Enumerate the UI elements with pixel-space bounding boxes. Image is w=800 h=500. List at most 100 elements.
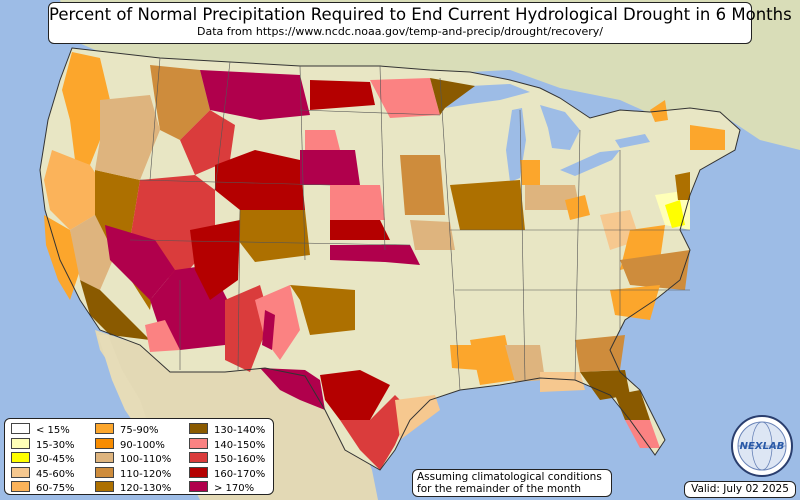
logo-text: NEXLAB (740, 441, 785, 452)
region-minnesota (370, 78, 440, 118)
legend-label: 140-150% (214, 439, 266, 451)
region-alabama (505, 345, 545, 382)
region-oregon-coast (44, 150, 100, 230)
legend: < 15% 15-30% 30-45% 45-60% 60-75% 75-90% 90-10… (4, 418, 274, 495)
legend-item: < 15% (11, 423, 70, 436)
region-new-mexico-west (190, 220, 240, 300)
us-border (39, 47, 741, 471)
legend-item: 160-170% (189, 466, 266, 480)
legend-swatch (95, 481, 114, 492)
legend-item: 120-130% (95, 481, 171, 494)
legend-swatch (11, 437, 30, 449)
region-michigan-lower (520, 160, 540, 185)
region-texas-panhandle (290, 285, 355, 335)
legend-label: > 170% (214, 483, 255, 494)
region-california-central (70, 215, 115, 290)
region-texas-south (340, 395, 410, 470)
region-south-carolina (610, 285, 660, 320)
region-mississippi (470, 335, 515, 385)
region-gulf-coast (540, 372, 585, 392)
legend-label: 160-170% (214, 468, 266, 480)
legend-item: 75-90% (95, 423, 159, 436)
title-box: Percent of Normal Precipitation Required… (48, 2, 792, 44)
region-arizona-south (145, 320, 180, 352)
legend-label: 130-140% (214, 425, 266, 436)
lake-superior (430, 84, 530, 108)
region-north-carolina (620, 250, 690, 290)
region-new-jersey (675, 172, 690, 200)
region-oklahoma (330, 245, 420, 265)
legend-label: 90-100% (120, 439, 165, 451)
region-pacific-nw-coast (62, 52, 110, 165)
legend-label: 15-30% (36, 439, 75, 451)
region-ohio (565, 195, 590, 220)
legend-label: 45-60% (36, 468, 75, 480)
region-florida-north (580, 370, 630, 400)
region-iowa (400, 155, 445, 215)
legend-item: 150-160% (189, 452, 265, 465)
region-south-dakota-west (305, 130, 340, 150)
legend-label: 60-75% (36, 483, 75, 494)
legend-swatch (95, 437, 114, 449)
legend-swatch (189, 481, 208, 492)
lake-huron (540, 105, 580, 150)
region-wyoming-south (215, 150, 305, 210)
region-delmarva (665, 200, 685, 228)
region-illinois-indiana (450, 180, 525, 230)
region-nebraska (300, 150, 360, 185)
legend-swatch (189, 466, 208, 478)
legend-item: 60-75% (11, 481, 75, 494)
region-new-england (690, 125, 725, 150)
legend-item: 100-110% (95, 452, 171, 465)
region-arizona-west (105, 225, 175, 300)
region-new-mexico-east (262, 310, 275, 350)
legend-swatch (95, 452, 114, 463)
region-idaho-oregon (95, 95, 160, 180)
legend-item: 30-45% (11, 452, 75, 465)
note-line-2: for the remainder of the month (417, 483, 582, 495)
note-line-1: Assuming climatological conditions (417, 471, 602, 483)
region-california-south (80, 280, 150, 340)
region-texas-central (320, 370, 390, 420)
legend-swatch (189, 452, 208, 463)
legend-swatch (11, 466, 30, 478)
region-kansas-north (330, 185, 385, 220)
legend-item: 45-60% (11, 466, 75, 480)
legend-swatch (11, 423, 30, 434)
legend-label: < 15% (36, 425, 70, 436)
legend-label: 75-90% (120, 425, 159, 436)
legend-swatch (11, 452, 30, 463)
valid-date: Valid: July 02 2025 (684, 481, 796, 498)
map-title: Percent of Normal Precipitation Required… (49, 5, 792, 24)
lake-ontario (615, 134, 650, 148)
region-upper-midwest (430, 78, 475, 115)
legend-label: 150-160% (214, 454, 266, 465)
state-borders (129, 57, 690, 391)
lake-erie (560, 150, 620, 176)
region-missouri (410, 220, 455, 250)
baja-peninsula (98, 335, 150, 432)
region-texas-west (260, 368, 325, 410)
nexlab-logo: NEXLAB (731, 415, 793, 477)
legend-swatch (95, 466, 114, 478)
note-box: Assuming climatological conditions for t… (412, 469, 612, 497)
region-texas-coast (395, 395, 440, 440)
legend-item: 15-30% (11, 437, 75, 451)
legend-swatch (11, 481, 30, 492)
legend-label: 30-45% (36, 454, 75, 465)
region-kansas-central (330, 220, 390, 240)
legend-item: 130-140% (189, 423, 265, 436)
region-colorado (238, 210, 310, 262)
legend-item: 110-120% (95, 466, 171, 480)
region-montana-west (150, 65, 210, 140)
map-subtitle: Data from https://www.ncdc.noaa.gov/temp… (197, 25, 603, 38)
region-wyoming-west (180, 110, 235, 175)
legend-item: > 170% (189, 481, 254, 494)
legend-label: 100-110% (120, 454, 172, 465)
legend-swatch (189, 423, 208, 434)
legend-swatch (189, 437, 208, 449)
legend-item: 140-150% (189, 437, 266, 451)
region-louisiana (450, 345, 478, 370)
region-north-dakota (310, 80, 375, 110)
